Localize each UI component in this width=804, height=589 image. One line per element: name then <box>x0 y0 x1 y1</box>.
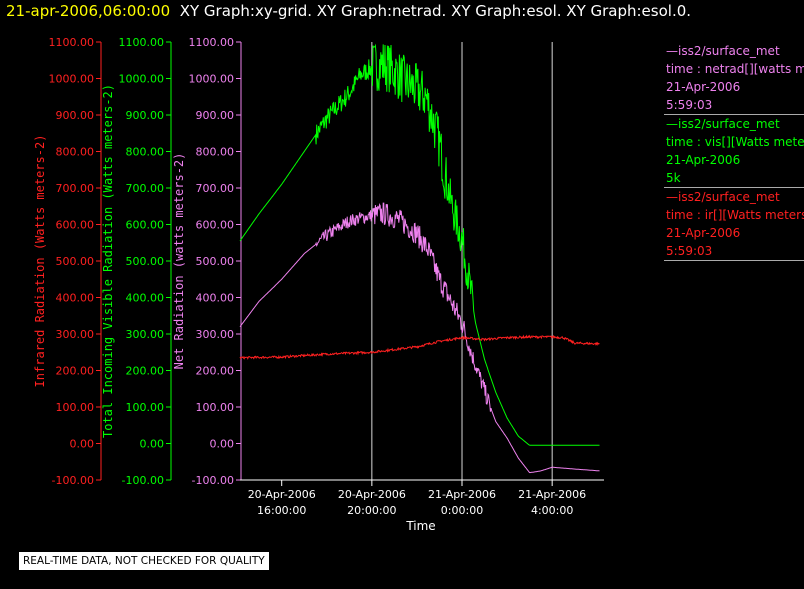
legend-line: —iss2/surface_met <box>666 190 780 204</box>
legend-line: 21-Apr-2006 <box>666 153 741 167</box>
series-line-ir <box>239 334 600 360</box>
x-tick-date: 20-Apr-2006 <box>248 488 316 501</box>
quality-note: REAL-TIME DATA, NOT CHECKED FOR QUALITY <box>19 552 269 570</box>
legend-line: 5:59:03 <box>666 98 713 112</box>
y-tick-label-vis: 400.00 <box>126 292 165 305</box>
y-tick-label-netrad: 1000.00 <box>189 73 235 86</box>
legend-line: —iss2/surface_met <box>666 44 780 58</box>
y-tick-label-netrad: 200.00 <box>196 365 235 378</box>
y-tick-label-vis: 1100.00 <box>119 36 165 49</box>
x-axis-title: Time <box>405 519 435 533</box>
y-tick-label-ir: 300.00 <box>56 328 95 341</box>
series-line-vis <box>239 43 600 446</box>
y-tick-label-ir: 900.00 <box>56 109 95 122</box>
y-tick-label-netrad: 700.00 <box>196 182 235 195</box>
series-layer <box>239 43 600 474</box>
legend-line: —iss2/surface_met <box>666 117 780 131</box>
x-tick-date: 20-Apr-2006 <box>338 488 406 501</box>
y-tick-label-netrad: 100.00 <box>196 401 235 414</box>
y-tick-label-netrad: 1100.00 <box>189 36 235 49</box>
y-axes: 1100.00 1000.00 900.00 800.00 700.00 600.00 50… <box>33 36 242 487</box>
y-tick-label-ir: 700.00 <box>56 182 95 195</box>
x-tick-time: 4:00:00 <box>531 504 573 517</box>
vertical-grid <box>371 42 553 480</box>
y-tick-label-netrad: 0.00 <box>210 438 235 451</box>
y-tick-label-vis: 1000.00 <box>119 73 165 86</box>
y-tick-label-netrad: 900.00 <box>196 109 235 122</box>
y-tick-label-vis: 600.00 <box>126 219 165 232</box>
x-tick-time: 20:00:00 <box>347 504 396 517</box>
title-time: 21-apr-2006,06:00:00 <box>6 2 171 20</box>
legend-line: time : ir[][Watts meters-2] <box>666 208 804 222</box>
legend-line: 5:59:03 <box>666 244 713 258</box>
y-tick-label-ir: 600.00 <box>56 219 95 232</box>
y-tick-label-netrad: 300.00 <box>196 328 235 341</box>
legend-line: 5k <box>666 171 681 185</box>
y-tick-label-ir: 800.00 <box>56 146 95 159</box>
y-tick-label-vis: 100.00 <box>126 401 165 414</box>
y-tick-label-ir: 1000.00 <box>49 73 95 86</box>
y-tick-label-ir: 100.00 <box>56 401 95 414</box>
title-bar: 21-apr-2006,06:00:00 XY Graph:xy-grid. X… <box>6 2 691 20</box>
x-tick-time: 16:00:00 <box>257 504 306 517</box>
y-tick-label-ir: 500.00 <box>56 255 95 268</box>
y-tick-label-ir: 1100.00 <box>49 36 95 49</box>
y-tick-label-vis: 500.00 <box>126 255 165 268</box>
y-tick-label-vis: -100.00 <box>122 474 164 487</box>
y-axis-title-ir: Infrared Radiation (Watts meters-2) <box>33 135 47 388</box>
x-tick-time: 0:00:00 <box>441 504 483 517</box>
x-tick-date: 21-Apr-2006 <box>518 488 586 501</box>
y-tick-label-netrad: -100.00 <box>192 474 234 487</box>
y-tick-label-netrad: 500.00 <box>196 255 235 268</box>
y-tick-label-vis: 200.00 <box>126 365 165 378</box>
legend-line: time : vis[][Watts meters-2] <box>666 135 804 149</box>
y-axis-title-netrad: Net Radiation (watts meters-2) <box>172 153 186 370</box>
legend-line: 21-Apr-2006 <box>666 226 741 240</box>
x-axis: 20-Apr-2006 16:00:00 20-Apr-2006 20:00:00 21… <box>240 479 604 533</box>
y-tick-label-ir: 200.00 <box>56 365 95 378</box>
y-tick-label-vis: 0.00 <box>140 438 165 451</box>
y-axis-title-vis: Total Incoming Visible Radiation (Watts … <box>101 84 115 438</box>
y-tick-label-vis: 800.00 <box>126 146 165 159</box>
y-tick-label-vis: 900.00 <box>126 109 165 122</box>
y-tick-label-vis: 300.00 <box>126 328 165 341</box>
x-tick-date: 21-Apr-2006 <box>428 488 496 501</box>
y-tick-label-ir: 400.00 <box>56 292 95 305</box>
y-tick-label-netrad: 400.00 <box>196 292 235 305</box>
series-line-netrad <box>239 202 600 474</box>
y-tick-label-ir: 0.00 <box>70 438 95 451</box>
y-tick-label-ir: -100.00 <box>52 474 94 487</box>
y-tick-label-vis: 700.00 <box>126 182 165 195</box>
title-graph-list: XY Graph:xy-grid. XY Graph:netrad. XY Gr… <box>179 2 692 20</box>
legend-line: 21-Apr-2006 <box>666 80 741 94</box>
y-tick-label-netrad: 600.00 <box>196 219 235 232</box>
y-tick-label-netrad: 800.00 <box>196 146 235 159</box>
legend-line: time : netrad[][watts meters-2] <box>666 62 804 76</box>
